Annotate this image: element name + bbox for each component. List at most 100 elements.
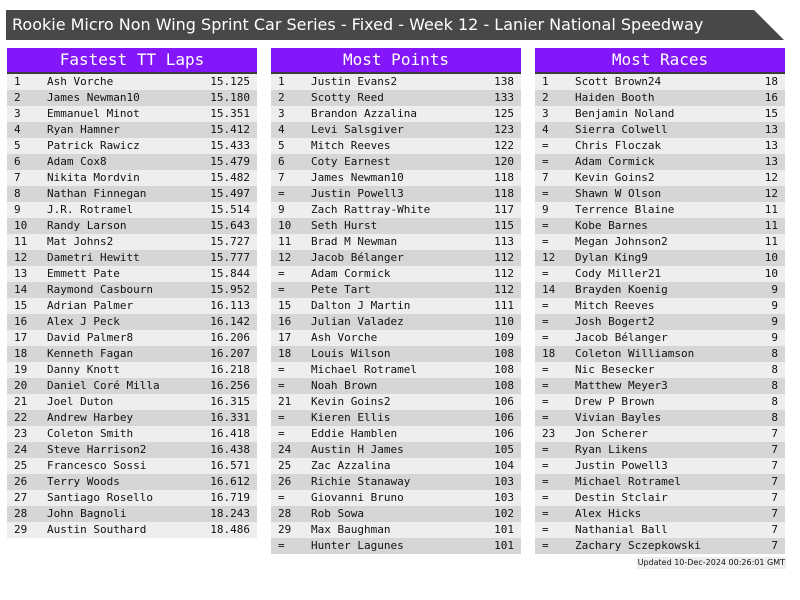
table-row: 6 Adam Cox8 15.479 (7, 154, 257, 170)
table-row: 16 Alex J Peck 16.142 (7, 314, 257, 330)
table-row: = Kieren Ellis 106 (271, 410, 521, 426)
driver-name-cell: Scott Brown24 (575, 75, 662, 88)
driver-name-cell: Alex Hicks (575, 507, 642, 520)
rank-cell: 9 (542, 203, 549, 216)
leaderboard-table: 1 Justin Evans2 138 2 Scotty Reed 133 3 Brandon… (271, 74, 521, 554)
table-row: 18 Louis Wilson 108 (271, 346, 521, 362)
driver-name-cell: Haiden Booth (575, 91, 655, 104)
table-row: 8 Nathan Finnegan 15.497 (7, 186, 257, 202)
driver-name-cell: Austin H James (311, 443, 404, 456)
value-cell: 11 (764, 235, 778, 248)
table-row: 5 Patrick Rawicz 15.433 (7, 138, 257, 154)
table-row: = Adam Cormick 13 (535, 154, 785, 170)
table-row: 17 Ash Vorche 109 (271, 330, 521, 346)
rank-cell: = (278, 363, 285, 376)
driver-name-cell: J.R. Rotramel (47, 203, 134, 216)
driver-name-cell: Megan Johnson2 (575, 235, 668, 248)
value-cell: 11 (764, 219, 778, 232)
table-row: 1 Scott Brown24 18 (535, 74, 785, 90)
rank-cell: 14 (542, 283, 556, 296)
driver-name-cell: Shawn W Olson (575, 187, 662, 200)
driver-name-cell: Jacob Bélanger (311, 251, 404, 264)
table-row: 17 David Palmer8 16.206 (7, 330, 257, 346)
rank-cell: 9 (278, 203, 285, 216)
rank-cell: 4 (542, 123, 549, 136)
table-row: = Cody Miller21 10 (535, 266, 785, 282)
driver-name-cell: Nic Besecker (575, 363, 655, 376)
rank-cell: 2 (278, 91, 285, 104)
driver-name-cell: Dametri Hewitt (47, 251, 140, 264)
driver-name-cell: Patrick Rawicz (47, 139, 140, 152)
rank-cell: 12 (542, 251, 556, 264)
rank-cell: = (278, 427, 285, 440)
panel-fastest-tt-laps: Fastest TT Laps 1 Ash Vorche 15.125 2 James … (7, 48, 257, 538)
driver-name-cell: Mitch Reeves (311, 139, 391, 152)
rank-cell: 4 (14, 123, 21, 136)
rank-cell: = (542, 331, 549, 344)
table-row: = Vivian Bayles 8 (535, 410, 785, 426)
value-cell: 110 (494, 315, 514, 328)
table-row: 29 Max Baughman 101 (271, 522, 521, 538)
driver-name-cell: Brayden Koenig (575, 283, 668, 296)
value-cell: 8 (771, 395, 778, 408)
value-cell: 9 (771, 315, 778, 328)
rank-cell: = (542, 475, 549, 488)
rank-cell: 6 (14, 155, 21, 168)
rank-cell: 24 (14, 443, 28, 456)
driver-name-cell: Raymond Casbourn (47, 283, 153, 296)
table-row: = Hunter Lagunes 101 (271, 538, 521, 554)
driver-name-cell: Richie Stanaway (311, 475, 411, 488)
driver-name-cell: Brad M Newman (311, 235, 398, 248)
driver-name-cell: Zach Rattray-White (311, 203, 431, 216)
driver-name-cell: Vivian Bayles (575, 411, 662, 424)
driver-name-cell: Josh Bogert2 (575, 315, 655, 328)
table-row: 19 Danny Knott 16.218 (7, 362, 257, 378)
driver-name-cell: Louis Wilson (311, 347, 391, 360)
table-row: 7 James Newman10 118 (271, 170, 521, 186)
rank-cell: 4 (278, 123, 285, 136)
driver-name-cell: Brandon Azzalina (311, 107, 417, 120)
value-cell: 15.777 (210, 251, 250, 264)
table-row: 3 Brandon Azzalina 125 (271, 106, 521, 122)
table-row: 2 Haiden Booth 16 (535, 90, 785, 106)
table-row: = Michael Rotramel 7 (535, 474, 785, 490)
rank-cell: 8 (14, 187, 21, 200)
rank-cell: 25 (278, 459, 292, 472)
rank-cell: 29 (278, 523, 292, 536)
value-cell: 7 (771, 507, 778, 520)
rank-cell: 29 (14, 523, 28, 536)
driver-name-cell: Coty Earnest (311, 155, 391, 168)
table-row: 21 Kevin Goins2 106 (271, 394, 521, 410)
rank-cell: 2 (14, 91, 21, 104)
rank-cell: = (542, 299, 549, 312)
value-cell: 15 (764, 107, 778, 120)
table-row: 28 John Bagnoli 18.243 (7, 506, 257, 522)
value-cell: 16.142 (210, 315, 250, 328)
driver-name-cell: Mitch Reeves (575, 299, 655, 312)
driver-name-cell: Adrian Palmer (47, 299, 134, 312)
value-cell: 13 (764, 155, 778, 168)
value-cell: 16.315 (210, 395, 250, 408)
driver-name-cell: Max Baughman (311, 523, 391, 536)
value-cell: 16.571 (210, 459, 250, 472)
table-row: 18 Coleton Williamson 8 (535, 346, 785, 362)
driver-name-cell: Scotty Reed (311, 91, 384, 104)
rank-cell: 24 (278, 443, 292, 456)
table-row: 12 Dametri Hewitt 15.777 (7, 250, 257, 266)
value-cell: 13 (764, 139, 778, 152)
value-cell: 16.218 (210, 363, 250, 376)
panel-title: Most Points (271, 48, 521, 74)
value-cell: 8 (771, 363, 778, 376)
rank-cell: 12 (278, 251, 292, 264)
value-cell: 18 (764, 75, 778, 88)
driver-name-cell: Seth Hurst (311, 219, 378, 232)
value-cell: 118 (494, 171, 514, 184)
table-row: 16 Julian Valadez 110 (271, 314, 521, 330)
value-cell: 109 (494, 331, 514, 344)
driver-name-cell: Daniel Coré Milla (47, 379, 160, 392)
table-row: 2 Scotty Reed 133 (271, 90, 521, 106)
rank-cell: 1 (542, 75, 549, 88)
driver-name-cell: Nikita Mordvin (47, 171, 140, 184)
value-cell: 7 (771, 459, 778, 472)
table-row: = Chris Floczak 13 (535, 138, 785, 154)
